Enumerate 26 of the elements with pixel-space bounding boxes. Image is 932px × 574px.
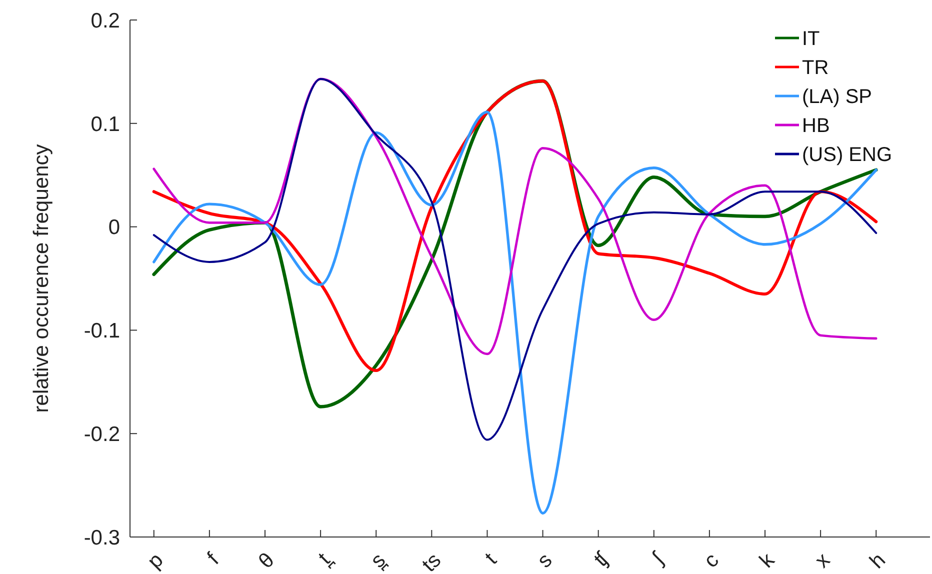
- legend-label: (US) ENG: [802, 144, 892, 166]
- x-tick-label: θ: [254, 548, 279, 574]
- y-tick-label: 0.1: [90, 112, 120, 136]
- y-tick-label: -0.2: [84, 422, 120, 446]
- y-tick-label: 0.2: [90, 9, 120, 32]
- x-tick-label: s: [533, 548, 557, 572]
- x-tick-label: x: [810, 548, 835, 572]
- x-tick-label: ts: [418, 548, 446, 574]
- legend-label: IT: [802, 28, 820, 50]
- x-tick-label: ʧ: [590, 547, 614, 572]
- x-tick-label: t̪: [314, 547, 336, 570]
- y-tick-label: -0.3: [84, 526, 120, 550]
- x-tick-label: c: [700, 548, 724, 572]
- x-tick-label: ʃ: [646, 547, 670, 570]
- x-tick-label: h: [866, 548, 890, 574]
- y-tick-label: -0.1: [84, 320, 120, 343]
- y-tick-label: 0: [108, 216, 120, 240]
- legend-label: TR: [802, 57, 829, 79]
- x-tick-label: s̪: [366, 548, 390, 573]
- y-axis-title: relative occurence frequency: [30, 144, 53, 413]
- legend-label: HB: [802, 115, 830, 137]
- x-tick-label: t: [480, 548, 502, 570]
- x-tick-label: k: [755, 548, 780, 572]
- x-tick-label: p: [143, 548, 168, 574]
- legend-label: (LA) SP: [802, 86, 872, 108]
- x-tick-label: f: [202, 548, 224, 570]
